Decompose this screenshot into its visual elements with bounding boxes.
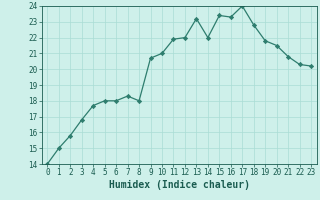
X-axis label: Humidex (Indice chaleur): Humidex (Indice chaleur) [109,180,250,190]
